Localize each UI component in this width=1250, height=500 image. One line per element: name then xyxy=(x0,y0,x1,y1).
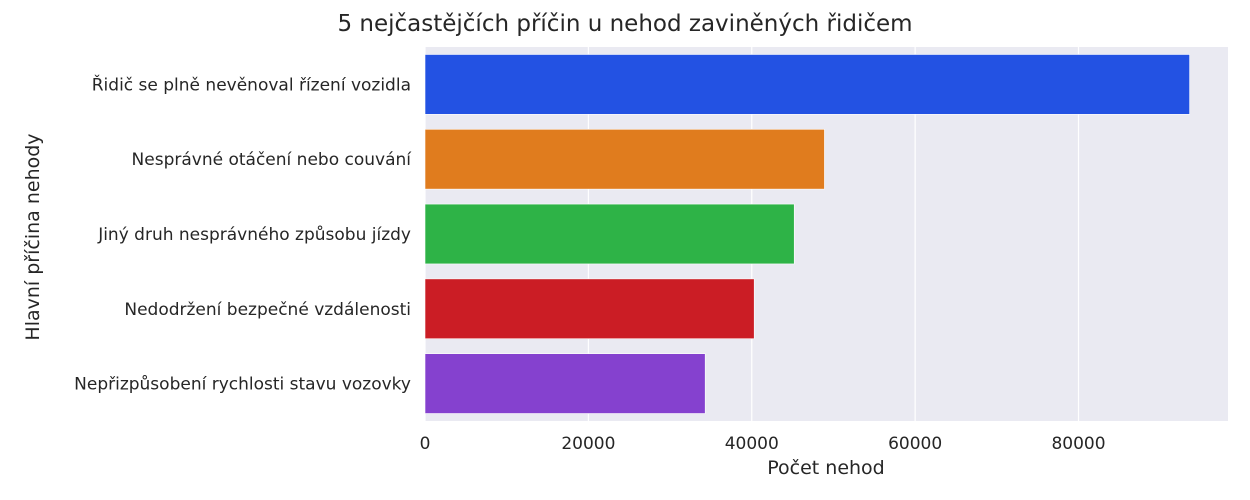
x-axis-label: Počet nehod xyxy=(767,457,885,479)
y-tick-label: Nesprávné otáčení nebo couvání xyxy=(132,150,413,170)
bar xyxy=(424,128,825,190)
bar xyxy=(424,203,795,265)
x-tick-label: 60000 xyxy=(888,434,942,454)
bars xyxy=(424,54,1190,414)
y-tick-labels: Řidič se plně nevěnoval řízení vozidla Ne… xyxy=(74,73,412,394)
x-tick-label: 40000 xyxy=(725,434,779,454)
bar xyxy=(424,54,1190,115)
y-tick-label: Nedodržení bezpečné vzdálenosti xyxy=(124,300,411,320)
y-tick-label: Nepřizpůsobení rychlosti stavu vozovky xyxy=(74,375,411,395)
chart-title: 5 nejčastějčích příčin u nehod zaviněnýc… xyxy=(337,11,912,37)
y-tick-label: Řidič se plně nevěnoval řízení vozidla xyxy=(92,73,411,95)
x-tick-label: 80000 xyxy=(1051,434,1105,454)
bar xyxy=(424,278,755,340)
x-tick-labels: 0 20000 40000 60000 80000 xyxy=(420,434,1106,454)
y-axis-label: Hlavní příčina nehody xyxy=(22,133,44,340)
y-tick-label: Jiný druh nesprávného způsobu jízdy xyxy=(97,225,411,245)
bar xyxy=(424,353,706,414)
x-tick-label: 0 xyxy=(420,434,431,454)
x-tick-label: 20000 xyxy=(561,434,615,454)
